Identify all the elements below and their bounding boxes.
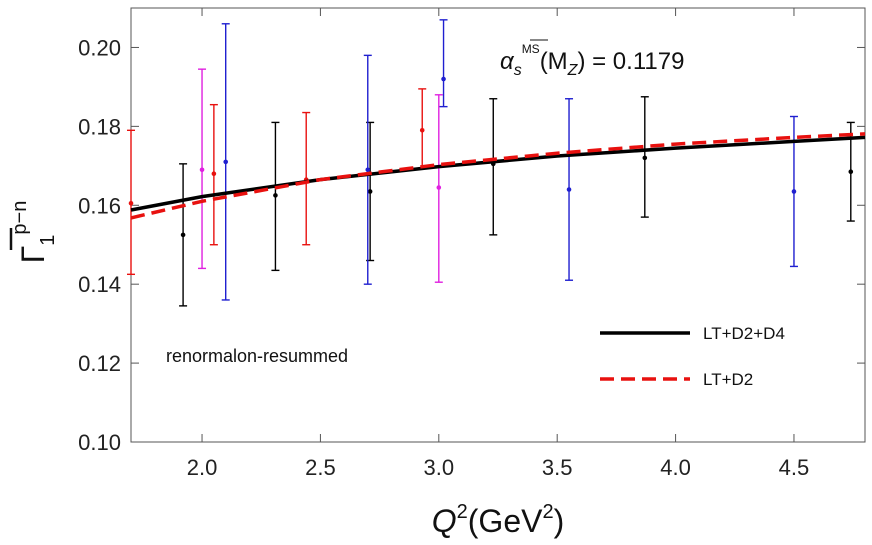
data-point-1-1	[209, 103, 218, 246]
x-axis-title: Q2(GeV2)	[432, 501, 564, 539]
data-point-3-1	[363, 54, 372, 285]
y-tick-label-2: 0.14	[78, 272, 121, 297]
alpha-scale: (M	[540, 48, 568, 75]
curve-lt-d2	[130, 132, 866, 220]
x-tick-label-1: 2.5	[305, 455, 336, 480]
data-point-0-0	[179, 163, 188, 307]
curve-lt-d2-d4	[130, 135, 866, 212]
data-point-3-3	[565, 98, 574, 281]
svg-text:Γ1p−n: Γ1 p−n	[9, 201, 59, 264]
curves	[130, 132, 866, 220]
y-axis-sub: 1	[37, 235, 59, 246]
x-tick-label-0: 2.0	[187, 455, 218, 480]
y-tick-label-5: 0.20	[78, 35, 121, 60]
y-tick-label-3: 0.16	[78, 193, 121, 218]
data-point-2-1	[434, 94, 443, 283]
y-axis-title: Γ1 p−n	[9, 201, 59, 264]
alpha-value: ) = 0.1179	[577, 48, 684, 75]
y-tick-label-1: 0.12	[78, 351, 121, 376]
x-axis-symbol: Q	[432, 503, 457, 539]
alpha-sup: MS	[522, 42, 540, 56]
data-point-1-3	[418, 88, 427, 169]
x-tick-label-2: 3.0	[424, 455, 455, 480]
data-point-3-2	[439, 19, 448, 108]
x-tick-label-4: 4.0	[660, 455, 691, 480]
error-bars	[127, 19, 855, 307]
x-axis-close: )	[554, 503, 565, 539]
x-axis-sup1: 2	[457, 501, 468, 523]
y-tick-label-4: 0.18	[78, 114, 121, 139]
data-point-1-0	[127, 129, 135, 276]
plot-frame	[130, 7, 866, 443]
scheme-note: renormalon-resummed	[166, 346, 348, 366]
legend-label-lt-d2: LT+D2	[703, 370, 753, 389]
y-tick-label-0: 0.10	[78, 430, 121, 455]
x-axis-unit: (GeV	[468, 503, 543, 539]
data-point-1-2	[302, 111, 311, 246]
alpha-symbol: α	[500, 48, 515, 75]
data-point-0-4	[640, 96, 649, 218]
y-axis-symbol: Γ	[15, 246, 51, 264]
data-point-0-2	[366, 121, 375, 262]
y-axis-sup: p−n	[9, 201, 31, 235]
x-tick-label-3: 3.5	[542, 455, 573, 480]
x-tick-label-5: 4.5	[779, 455, 810, 480]
legend: LT+D2+D4 LT+D2	[600, 324, 785, 389]
ticks: 2.0 2.5 3.0 3.5 4.0 4.5 0.10 0.12 0.14 0.16 0.18 0.…	[78, 8, 865, 480]
data-point-3-0	[221, 23, 230, 301]
data-point-0-3	[489, 98, 498, 236]
data-point-2-0	[198, 68, 207, 270]
legend-label-lt-d2-d4: LT+D2+D4	[703, 324, 785, 343]
alpha-annotation: αsMS(MZ) = 0.1179	[500, 42, 684, 79]
data-point-3-4	[789, 115, 798, 268]
x-axis-sup2: 2	[542, 501, 553, 523]
data-point-0-1	[271, 121, 280, 272]
alpha-scale-sub: Z	[567, 62, 579, 79]
alpha-sub: s	[514, 62, 522, 79]
